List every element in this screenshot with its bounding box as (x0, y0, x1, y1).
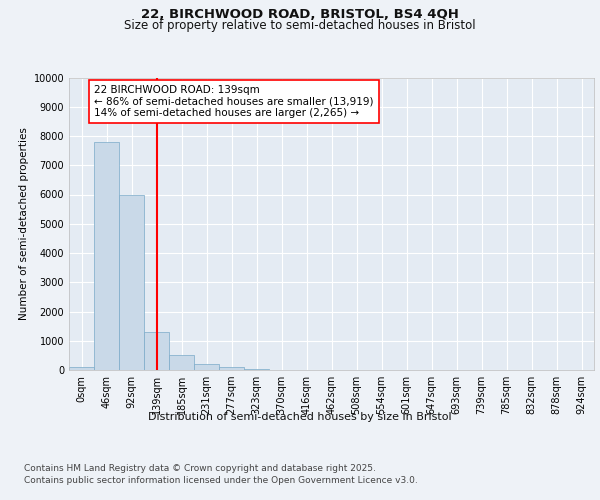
Bar (169, 356, 194, 370)
Bar (94, 142, 119, 370)
Text: Contains HM Land Registry data © Crown copyright and database right 2025.: Contains HM Land Registry data © Crown c… (24, 464, 376, 473)
Text: Size of property relative to semi-detached houses in Bristol: Size of property relative to semi-detach… (124, 19, 476, 32)
Bar (219, 367, 244, 370)
Bar (119, 194, 144, 370)
Text: 22 BIRCHWOOD ROAD: 139sqm
← 86% of semi-detached houses are smaller (13,919)
14%: 22 BIRCHWOOD ROAD: 139sqm ← 86% of semi-… (95, 85, 374, 118)
Text: 22, BIRCHWOOD ROAD, BRISTOL, BS4 4QH: 22, BIRCHWOOD ROAD, BRISTOL, BS4 4QH (141, 8, 459, 20)
Bar (244, 368, 269, 370)
Bar (144, 332, 169, 370)
Y-axis label: Number of semi-detached properties: Number of semi-detached properties (19, 128, 29, 320)
Text: Distribution of semi-detached houses by size in Bristol: Distribution of semi-detached houses by … (148, 412, 452, 422)
Bar (194, 364, 219, 370)
Text: Contains public sector information licensed under the Open Government Licence v3: Contains public sector information licen… (24, 476, 418, 485)
Bar (69, 367, 94, 370)
